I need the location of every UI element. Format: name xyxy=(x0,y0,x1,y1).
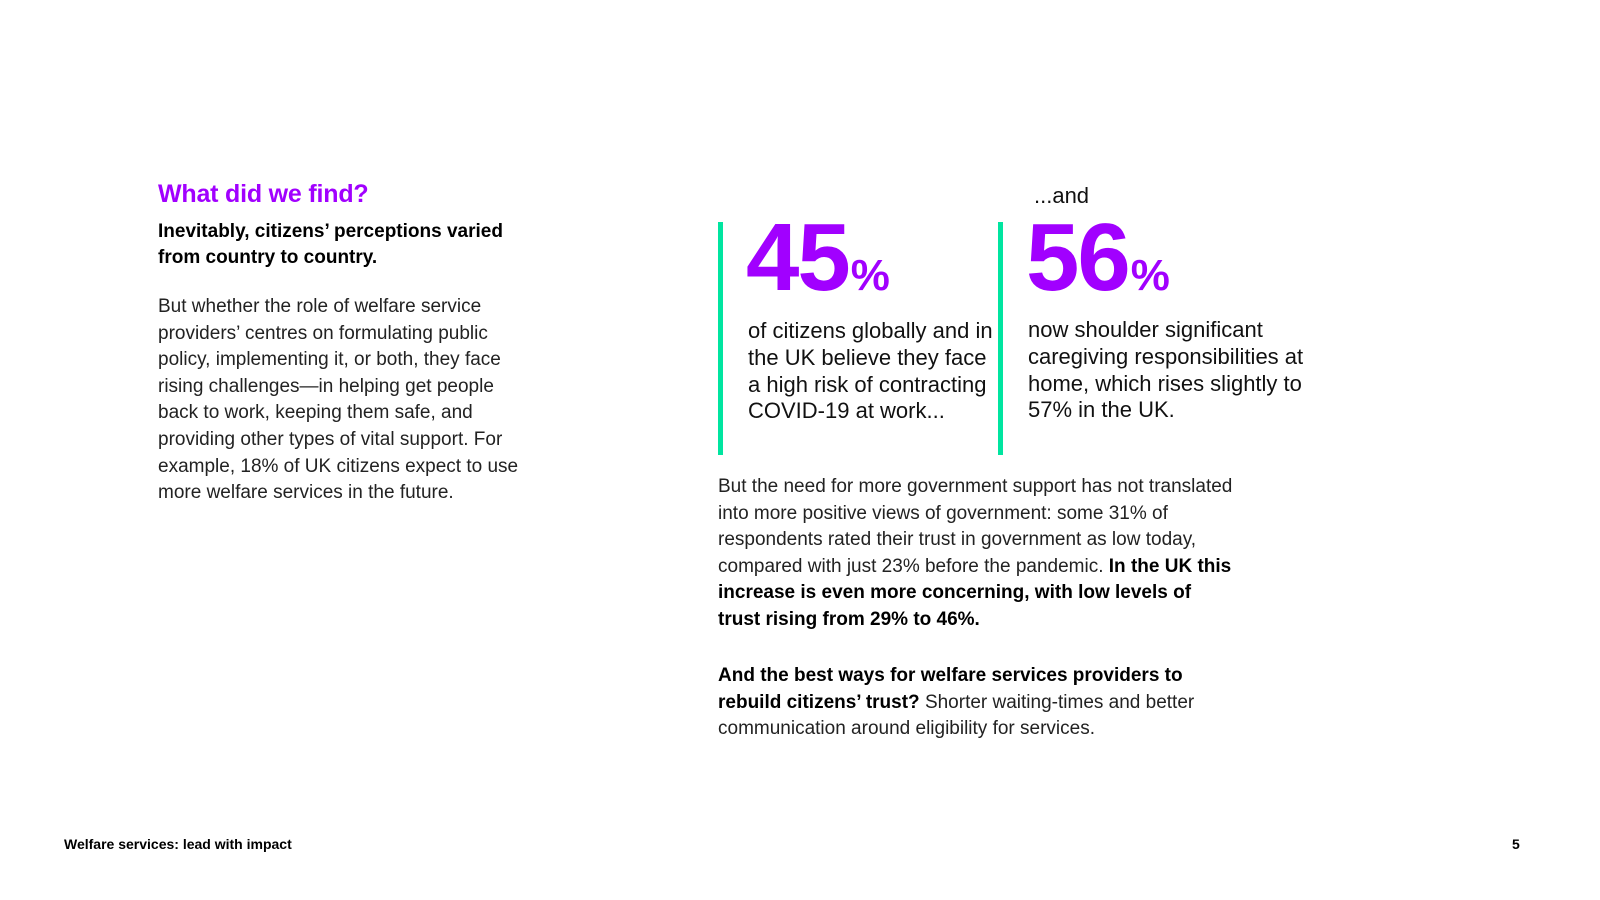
section-body: But whether the role of welfare service … xyxy=(158,296,519,504)
findings-paragraph-1: But the need for more government support… xyxy=(718,474,1238,634)
stat2-accent-bar xyxy=(998,222,1003,455)
stat1-number: 45% xyxy=(746,210,890,306)
stat1-percent-sign: % xyxy=(850,251,890,300)
stat1-value: 45 xyxy=(746,204,851,311)
stat-connector-label: ...and xyxy=(1034,183,1090,208)
page-number: 5 xyxy=(1512,836,1520,852)
stat2-value: 56 xyxy=(1026,204,1131,311)
stat2-description: now shoulder significant caregiving resp… xyxy=(1028,317,1304,423)
stat2-number: 56% xyxy=(1026,210,1170,306)
findings-paragraph-2-regular: Shorter waiting-times and better communi… xyxy=(718,691,1195,740)
stat2-percent-sign: % xyxy=(1130,251,1170,300)
findings-paragraph-1-bold: In the UK this increase is even more con… xyxy=(718,555,1232,630)
footer-title: Welfare services: lead with impact xyxy=(64,836,292,852)
findings-paragraph-1-regular: But the need for more government support… xyxy=(718,476,1233,577)
findings-paragraph-2-bold: And the best ways for welfare services p… xyxy=(718,665,1183,713)
section-heading: What did we find? xyxy=(158,180,369,208)
section-subheading: Inevitably, citizens’ perceptions varied… xyxy=(158,221,503,268)
stat1-description: of citizens globally and in the UK belie… xyxy=(748,318,993,424)
findings-paragraph-2: And the best ways for welfare services p… xyxy=(718,663,1238,743)
stat1-accent-bar xyxy=(718,222,723,455)
